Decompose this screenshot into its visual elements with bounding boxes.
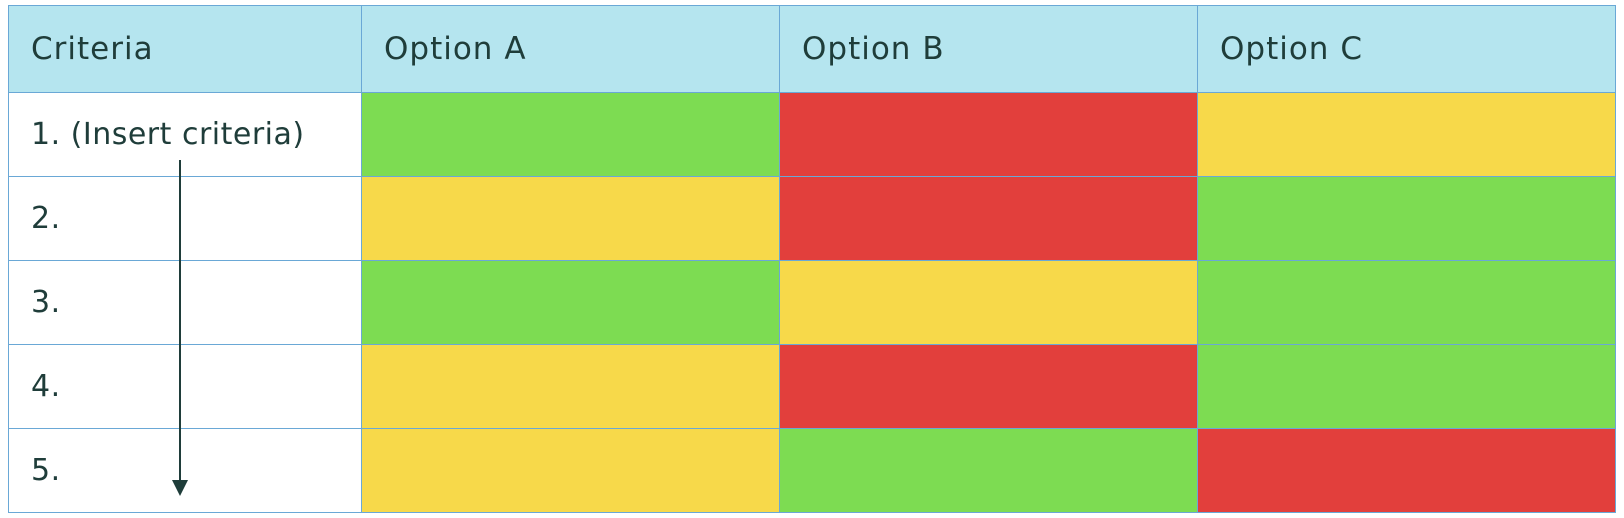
rating-cell-yellow (361, 176, 780, 261)
criteria-label: 1. (Insert criteria) (8, 92, 362, 177)
header-option-a: Option A (361, 5, 780, 93)
rating-cell-green (1197, 344, 1616, 429)
header-criteria: Criteria (8, 5, 362, 93)
rating-cell-red (1197, 428, 1616, 513)
header-option-b: Option B (779, 5, 1198, 93)
decision-matrix-table: Criteria Option A Option B Option C 1. (… (8, 5, 1616, 513)
table-row: 4. (8, 344, 1616, 429)
rating-cell-red (779, 176, 1198, 261)
rating-cell-yellow (779, 260, 1198, 345)
table-row: 3. (8, 260, 1616, 345)
rating-cell-red (779, 344, 1198, 429)
rating-cell-green (1197, 176, 1616, 261)
rating-cell-green (361, 92, 780, 177)
table-row: 2. (8, 176, 1616, 261)
criteria-label: 2. (8, 176, 362, 261)
table-row: 5. (8, 428, 1616, 513)
rating-cell-green (361, 260, 780, 345)
header-option-c: Option C (1197, 5, 1616, 93)
rating-cell-yellow (1197, 92, 1616, 177)
rating-cell-green (779, 428, 1198, 513)
table-row: 1. (Insert criteria) (8, 92, 1616, 177)
rating-cell-green (1197, 260, 1616, 345)
rating-cell-yellow (361, 344, 780, 429)
rating-cell-red (779, 92, 1198, 177)
header-row: Criteria Option A Option B Option C (8, 5, 1616, 93)
criteria-label: 5. (8, 428, 362, 513)
rating-cell-yellow (361, 428, 780, 513)
criteria-label: 4. (8, 344, 362, 429)
criteria-label: 3. (8, 260, 362, 345)
